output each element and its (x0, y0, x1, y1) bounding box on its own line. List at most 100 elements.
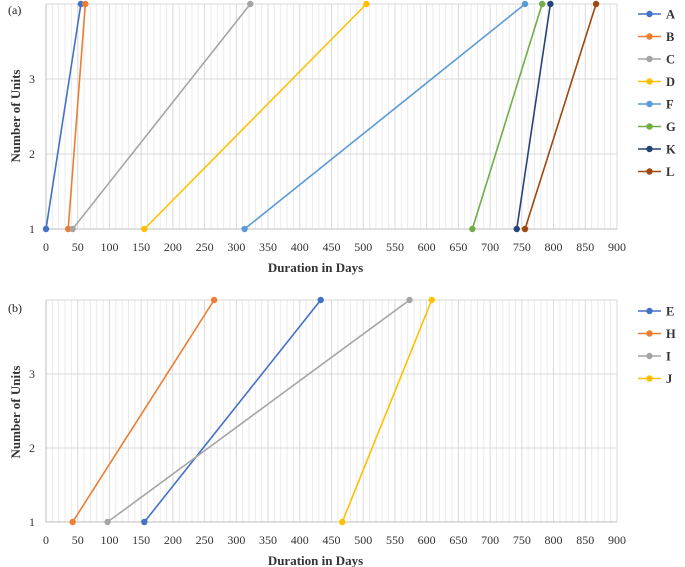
x-tick-label: 300 (227, 533, 245, 547)
x-tick-label: 50 (72, 533, 84, 547)
legend-label: B (666, 30, 674, 44)
legend-item-G: G (638, 120, 676, 134)
x-tick-label: 850 (576, 240, 594, 254)
data-point-G (538, 0, 546, 8)
data-point-K (513, 225, 520, 233)
legend-label: D (666, 75, 675, 89)
data-point-F (521, 0, 529, 8)
legend-item-A: A (638, 8, 675, 22)
data-point-K (547, 0, 554, 8)
legend-item-D: D (638, 75, 675, 89)
x-tick-label: 600 (418, 240, 436, 254)
x-tick-label: 100 (100, 533, 118, 547)
series-E (141, 296, 324, 526)
x-tick-label: 100 (100, 240, 118, 254)
data-point-J (339, 518, 346, 526)
series-line-L (524, 3, 597, 230)
data-point-I (104, 518, 111, 526)
data-point-B (82, 0, 89, 8)
data-point-L (592, 0, 600, 8)
legend-item-K: K (638, 143, 676, 157)
series-C (69, 0, 254, 233)
x-tick-label: 450 (323, 533, 341, 547)
data-point-B (65, 225, 72, 233)
x-tick-label: 250 (196, 240, 214, 254)
legend-swatch-marker (646, 352, 653, 360)
x-tick-label: 600 (418, 533, 436, 547)
series-line-K (515, 3, 552, 230)
legend-item-B: B (638, 30, 674, 44)
x-tick-label: 50 (72, 240, 84, 254)
legend-swatch-marker (646, 375, 653, 382)
legend-item-L: L (638, 165, 674, 179)
series-B (65, 0, 89, 233)
x-tick-label: 800 (545, 240, 563, 254)
legend-item-F: F (638, 98, 674, 112)
panel-label: (b) (8, 301, 22, 315)
y-tick-label: 2 (29, 441, 35, 455)
data-point-J (428, 296, 435, 304)
data-point-H (210, 296, 218, 304)
y-tick-label: 1 (29, 222, 35, 236)
x-tick-label: 900 (608, 533, 626, 547)
series-line-G (471, 3, 543, 230)
data-point-C (69, 225, 76, 233)
x-tick-label: 850 (576, 533, 594, 547)
legend-swatch-marker (646, 10, 653, 18)
data-point-E (141, 518, 148, 526)
x-tick-label: 0 (43, 240, 49, 254)
x-tick-label: 650 (449, 533, 467, 547)
series-D (141, 0, 370, 233)
y-tick-label: 3 (29, 367, 35, 381)
legend-label: L (666, 165, 674, 179)
legend-label: A (666, 8, 675, 22)
legend-label: I (666, 350, 671, 364)
x-tick-label: 350 (259, 533, 277, 547)
data-point-E (317, 296, 324, 304)
series-line-I (107, 299, 411, 523)
legend-item-C: C (638, 53, 675, 67)
legend-swatch-marker (646, 33, 653, 40)
legend-label: F (666, 98, 674, 112)
legend-item-E: E (638, 305, 674, 319)
legend-label: K (666, 143, 676, 157)
legend-swatch-marker (646, 168, 653, 175)
legend-label: C (666, 53, 675, 67)
series-J (339, 296, 435, 526)
series-line-C (72, 3, 251, 230)
x-tick-label: 500 (354, 240, 372, 254)
x-tick-label: 400 (291, 533, 309, 547)
x-tick-label: 200 (164, 533, 182, 547)
data-point-I (406, 296, 413, 304)
legend-label: H (666, 327, 676, 341)
y-tick-label: 2 (29, 147, 35, 161)
data-point-D (141, 225, 148, 233)
y-tick-label: 1 (29, 515, 35, 529)
data-point-G (469, 225, 476, 233)
series-line-F (244, 3, 526, 230)
legend-swatch-marker (646, 307, 653, 315)
data-point-A (42, 225, 50, 233)
series-line-A (45, 3, 82, 230)
series-L (521, 0, 600, 233)
x-tick-label: 200 (164, 240, 182, 254)
x-axis-title: Duration in Days (268, 553, 363, 567)
x-axis-title: Duration in Days (268, 260, 363, 275)
legend-swatch-marker (646, 123, 653, 130)
x-tick-label: 550 (386, 533, 404, 547)
y-tick-label: 3 (29, 72, 35, 86)
x-tick-label: 0 (43, 533, 49, 547)
legend-swatch-marker (646, 330, 653, 337)
x-tick-label: 350 (259, 240, 277, 254)
x-tick-label: 900 (608, 240, 626, 254)
x-tick-label: 450 (323, 240, 341, 254)
legend-item-H: H (638, 327, 676, 341)
series-line-H (71, 299, 215, 523)
panel-label: (a) (8, 3, 21, 17)
x-tick-label: 150 (132, 240, 150, 254)
data-point-F (241, 225, 248, 233)
chart-panel-1: 0 50 100 150 200 250 300 350 400 450 500 550 600 650 7… (8, 296, 676, 567)
